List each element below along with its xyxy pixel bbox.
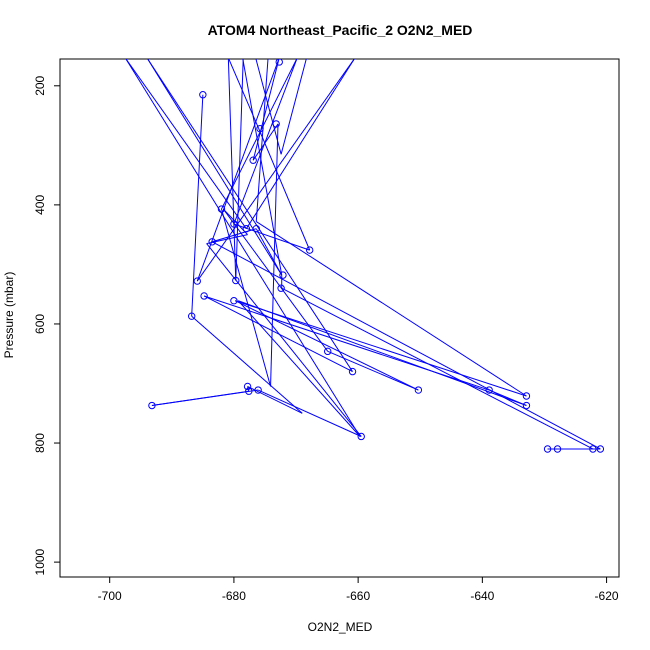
data-point <box>277 284 285 292</box>
x-tick-label: -660 <box>346 589 370 603</box>
x-axis: -700 -680 -660 -640 -620 <box>98 577 619 603</box>
data-point <box>275 59 283 66</box>
series-segment <box>257 389 362 437</box>
data-point <box>522 392 531 400</box>
data-point <box>200 292 208 300</box>
data-point <box>208 238 216 246</box>
data-point <box>305 246 314 254</box>
data-point <box>230 220 238 228</box>
series-segment <box>233 223 310 251</box>
series-segment <box>281 287 594 450</box>
data-point <box>596 445 605 453</box>
data-point <box>256 124 264 133</box>
data-point <box>252 224 260 233</box>
y-tick-label: 400 <box>33 195 47 215</box>
x-tick-label: -700 <box>98 589 122 603</box>
data-point <box>193 277 201 285</box>
data-point <box>485 386 493 394</box>
series-segment <box>191 315 303 414</box>
series-segment <box>233 59 298 225</box>
data-point <box>254 386 262 394</box>
series-segment <box>247 386 250 392</box>
data-point <box>243 382 252 391</box>
y-tick-label: 600 <box>33 314 47 334</box>
y-tick-label: 800 <box>33 433 47 453</box>
series-segment <box>203 295 353 373</box>
series-segment <box>247 386 303 414</box>
series-segment <box>270 123 279 387</box>
series-segment <box>235 59 244 281</box>
data-point <box>553 445 562 453</box>
series-segment <box>327 350 419 391</box>
y-tick-label: 200 <box>33 75 47 95</box>
data-point <box>148 401 156 410</box>
series-segment <box>255 221 527 397</box>
x-axis-label: O2N2_MED <box>308 620 373 634</box>
series-segment <box>147 59 353 372</box>
data-point <box>348 367 357 376</box>
data-point <box>522 401 531 410</box>
data-point <box>249 156 257 164</box>
series-segment <box>234 300 527 397</box>
data-point <box>589 445 597 453</box>
x-tick-label: -620 <box>595 589 619 603</box>
x-tick-label: -680 <box>222 589 246 603</box>
data-point <box>187 312 196 320</box>
y-tick-label: 1000 <box>33 548 47 575</box>
series-segment <box>237 300 361 437</box>
series-segment <box>125 59 361 437</box>
series-segment <box>147 59 283 276</box>
data-point <box>232 276 240 285</box>
data-point <box>230 297 238 305</box>
series-segment <box>206 243 362 437</box>
series-segment <box>258 128 311 251</box>
series-segment <box>211 241 601 450</box>
series-segment <box>221 59 298 210</box>
data-point <box>217 205 226 213</box>
series-segment <box>151 389 259 407</box>
series-segment <box>255 59 282 155</box>
data-point <box>199 91 207 99</box>
x-tick-label: -640 <box>470 589 494 603</box>
series-segment <box>222 208 329 352</box>
data-point <box>323 347 332 356</box>
series-lines <box>125 59 601 450</box>
data-point <box>279 271 287 279</box>
data-point <box>245 387 253 395</box>
series-segment <box>228 59 260 129</box>
y-axis-label: Pressure (mbar) <box>2 272 16 359</box>
series-segment <box>234 300 419 391</box>
series-segment <box>227 59 237 281</box>
series-segment <box>252 59 280 161</box>
data-point <box>414 386 423 394</box>
data-point <box>357 432 365 441</box>
y-axis: 200 400 600 800 1000 <box>33 75 60 575</box>
series-segment <box>280 59 307 155</box>
series-segment <box>221 208 272 387</box>
data-point <box>543 445 552 453</box>
series-segment <box>245 59 355 229</box>
data-point <box>242 224 251 233</box>
series-segment <box>191 94 204 317</box>
data-point <box>272 120 280 128</box>
plot-frame <box>59 58 620 578</box>
series-points <box>148 59 605 453</box>
chart-title: ATOM4 Northeast_Pacific_2 O2N2_MED <box>208 22 473 38</box>
